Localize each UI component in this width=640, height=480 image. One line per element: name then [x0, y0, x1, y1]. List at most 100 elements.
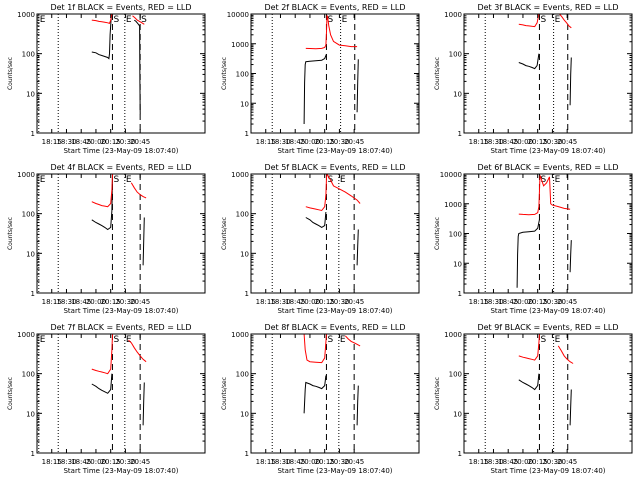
x-tick-label: 18:30 — [483, 458, 503, 466]
y-tick-label: 1 — [31, 290, 35, 298]
y-tick-label: 100 — [22, 211, 35, 219]
x-tick-label: 18:15 — [42, 298, 62, 306]
detector-panel: Det 1f BLACK = Events, RED = LLD Counts/s… — [7, 3, 206, 155]
y-tick-label: 100 — [449, 371, 462, 379]
x-axis-label: Start Time (23-May-09 18:07:40) — [490, 467, 605, 475]
lld-series-line — [91, 173, 113, 208]
x-axis-label: Start Time (23-May-09 18:07:40) — [63, 307, 178, 315]
x-tick-label: 18:45 — [285, 458, 305, 466]
events-series-line — [303, 53, 327, 125]
detector-panel: Det 7f BLACK = Events, RED = LLD Counts/s… — [7, 323, 206, 475]
marker-label: E — [555, 175, 561, 185]
marker-label: E — [40, 175, 46, 185]
x-tick-label: 20:45 — [557, 138, 577, 146]
x-tick-label: 20:00 — [86, 458, 106, 466]
y-tick-label: 10 — [26, 250, 35, 258]
y-tick-label: 100 — [236, 371, 249, 379]
x-tick-label: 18:30 — [483, 138, 503, 146]
x-tick-label: 20:15 — [315, 138, 335, 146]
detector-panel: Det 2f BLACK = Events, RED = LLD Counts/s… — [221, 3, 420, 155]
marker-label: E — [340, 335, 346, 345]
x-tick-label: 20:15 — [528, 138, 548, 146]
lld-series-line — [518, 333, 540, 361]
x-tick-label: 18:15 — [469, 138, 489, 146]
detector-panel: Det 6f BLACK = Events, RED = LLD Counts/s… — [434, 163, 633, 315]
x-tick-label: 20:15 — [528, 298, 548, 306]
x-axis-label: Start Time (23-May-09 18:07:40) — [63, 467, 178, 475]
lld-series-line — [128, 339, 147, 363]
lld-series-line — [518, 13, 540, 28]
y-tick-label: 10 — [453, 90, 462, 98]
y-axis-label: Counts/sec — [7, 217, 14, 250]
marker-label: E — [342, 15, 348, 25]
y-tick-label: 10 — [26, 410, 35, 418]
x-tick-label: 20:00 — [300, 138, 320, 146]
y-tick-label: 1000 — [231, 171, 249, 179]
x-tick-label: 20:00 — [300, 458, 320, 466]
x-tick-label: 20:30 — [115, 138, 135, 146]
events-series-line — [516, 219, 540, 288]
events-series-line — [569, 389, 572, 426]
marker-label: E — [126, 175, 132, 185]
y-tick-label: 1000 — [444, 201, 462, 209]
events-series-line — [91, 15, 112, 60]
y-tick-label: 1 — [245, 450, 249, 458]
x-axis-label: Start Time (23-May-09 18:07:40) — [277, 467, 392, 475]
y-tick-label: 100 — [449, 51, 462, 59]
lld-series-line — [303, 333, 327, 364]
x-axis-label: Start Time (23-May-09 18:07:40) — [277, 147, 392, 155]
x-tick-label: 20:15 — [101, 458, 121, 466]
y-tick-label: 1000 — [444, 331, 462, 339]
events-series-line — [356, 385, 359, 426]
panel-title: Det 9f BLACK = Events, RED = LLD — [477, 323, 618, 332]
x-tick-label: 18:45 — [71, 458, 91, 466]
plot-frame — [36, 13, 206, 134]
y-tick-label: 1 — [245, 290, 249, 298]
x-tick-label: 20:15 — [528, 458, 548, 466]
y-tick-label: 10000 — [440, 171, 462, 179]
lld-series-line — [132, 15, 145, 25]
x-tick-label: 20:45 — [130, 458, 150, 466]
x-tick-label: 18:30 — [270, 298, 290, 306]
x-tick-label: 18:15 — [42, 458, 62, 466]
events-series-line — [518, 53, 540, 70]
y-tick-label: 10 — [240, 100, 249, 108]
x-tick-label: 20:30 — [542, 138, 562, 146]
marker-label: E — [40, 15, 46, 25]
marker-label: S — [540, 15, 546, 25]
y-tick-label: 1 — [458, 130, 462, 138]
y-tick-label: 1000 — [17, 11, 35, 19]
events-series-line — [305, 211, 327, 228]
plot-frame — [463, 13, 633, 134]
x-axis-label: Start Time (23-May-09 18:07:40) — [277, 307, 392, 315]
x-tick-label: 18:45 — [285, 298, 305, 306]
marker-label: S — [141, 15, 147, 25]
lld-series-line — [130, 182, 147, 199]
x-axis-label: Start Time (23-May-09 18:07:40) — [63, 147, 178, 155]
y-tick-label: 1000 — [231, 331, 249, 339]
x-axis-label: Start Time (23-May-09 18:07:40) — [490, 147, 605, 155]
y-tick-label: 1 — [31, 450, 35, 458]
lld-series-line — [91, 333, 113, 375]
y-axis-label: Counts/sec — [434, 217, 441, 250]
y-tick-label: 100 — [22, 371, 35, 379]
events-series-line — [569, 240, 572, 273]
x-tick-label: 20:15 — [315, 458, 335, 466]
y-axis-label: Counts/sec — [434, 377, 441, 410]
lld-series-line — [326, 173, 361, 204]
marker-label: S — [540, 175, 546, 185]
x-tick-label: 18:45 — [498, 458, 518, 466]
y-tick-label: 1000 — [17, 171, 35, 179]
x-tick-label: 20:00 — [513, 298, 533, 306]
marker-label: S — [113, 335, 119, 345]
x-tick-label: 20:30 — [115, 458, 135, 466]
marker-label: E — [40, 335, 46, 345]
x-tick-label: 18:30 — [270, 458, 290, 466]
y-axis-label: Counts/sec — [221, 57, 228, 90]
detector-panel: Det 5f BLACK = Events, RED = LLD Counts/s… — [221, 163, 420, 315]
x-tick-label: 18:45 — [285, 138, 305, 146]
x-tick-label: 18:45 — [498, 138, 518, 146]
marker-label: S — [327, 335, 333, 345]
x-tick-label: 20:15 — [101, 138, 121, 146]
x-tick-label: 20:45 — [344, 138, 364, 146]
